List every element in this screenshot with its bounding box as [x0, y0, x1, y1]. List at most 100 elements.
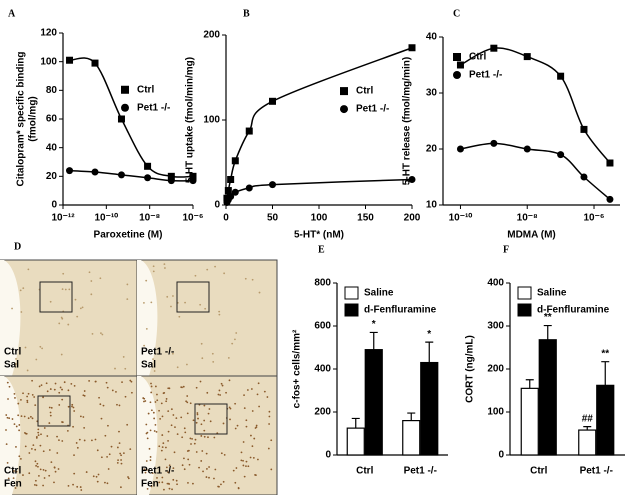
cell: [67, 485, 70, 487]
x-tick-label: 10⁻⁶: [584, 213, 605, 224]
cell: [165, 400, 168, 403]
cell: [195, 451, 198, 453]
cell: [39, 468, 42, 471]
cell: [78, 438, 81, 441]
cell: [18, 424, 21, 426]
cell: [124, 367, 127, 370]
cell: [270, 439, 273, 442]
cell: [201, 357, 204, 360]
x-tick-label: Ctrl: [530, 466, 547, 477]
cell: [268, 410, 271, 413]
cell: [225, 391, 227, 394]
cell: [105, 381, 108, 384]
cell: [14, 397, 16, 399]
cell: [170, 305, 172, 308]
cell: [162, 442, 165, 445]
legend-label: d-Fenfluramine: [364, 305, 437, 316]
cell: [183, 468, 186, 471]
cell: [150, 485, 153, 488]
cell: [126, 298, 129, 300]
cell: [50, 461, 53, 464]
cell: [219, 394, 222, 396]
cell: [234, 338, 236, 341]
cell: [35, 464, 38, 467]
caption: Fen: [141, 479, 159, 490]
cell: [42, 450, 45, 453]
cell: [205, 476, 208, 478]
cell: [231, 342, 234, 345]
caption: Pet1 -/-: [141, 466, 174, 477]
cell: [188, 463, 191, 466]
cell: [48, 406, 51, 409]
marker: [231, 157, 239, 165]
y-tick-label: 20: [426, 144, 438, 155]
cell: [88, 271, 91, 274]
cell: [91, 332, 94, 335]
caption: Sal: [4, 360, 19, 371]
cell: [35, 484, 38, 487]
cell: [48, 449, 51, 451]
caption: Ctrl: [4, 466, 21, 477]
cell: [161, 434, 164, 436]
cell: [160, 402, 163, 405]
cell: [102, 404, 105, 407]
cell: [214, 265, 216, 268]
error-bar: [369, 331, 378, 350]
legend-label: Saline: [364, 288, 394, 299]
cell: [154, 401, 157, 403]
marker: [490, 44, 498, 52]
cell: [229, 418, 231, 421]
cell: [130, 380, 133, 383]
ventricle: [0, 376, 21, 495]
cell: [43, 427, 46, 429]
cell: [250, 388, 253, 390]
cell: [143, 344, 145, 347]
x-tick-label: 10⁻¹⁰: [94, 213, 118, 224]
cell: [167, 430, 170, 433]
y-tick-label: 120: [40, 28, 57, 39]
cell: [26, 401, 29, 404]
cell: [122, 452, 125, 455]
cell: [163, 263, 166, 265]
cell: [164, 458, 167, 461]
cell: [200, 435, 203, 437]
marker: [606, 195, 614, 203]
fit-line: [460, 47, 611, 164]
caption: Fen: [4, 479, 22, 490]
cell: [192, 419, 195, 422]
cell: [61, 398, 64, 401]
cell: [20, 398, 22, 401]
cell: [67, 323, 70, 326]
y-tick-label: 30: [426, 88, 438, 99]
y-tick-label: 20: [46, 171, 58, 182]
cell: [181, 436, 184, 439]
cell: [161, 415, 164, 418]
cell: [58, 439, 60, 442]
cell: [26, 369, 29, 372]
marker: [269, 97, 276, 105]
marker: [117, 115, 125, 123]
cell: [60, 353, 63, 356]
cell: [144, 471, 147, 474]
error-bar: [543, 324, 552, 340]
cell: [212, 360, 215, 363]
marker: [144, 174, 152, 182]
cell: [217, 393, 220, 396]
cell: [73, 454, 75, 457]
cell: [70, 383, 73, 385]
cell: [158, 348, 161, 351]
cell: [15, 425, 18, 428]
legend-swatch: [517, 303, 532, 317]
cell: [256, 393, 259, 396]
cell: [222, 480, 225, 483]
cell: [100, 417, 103, 420]
cell: [196, 412, 199, 414]
cell: [71, 403, 74, 406]
cell: [83, 390, 86, 392]
cell: [91, 439, 93, 442]
cell: [227, 357, 230, 359]
cell: [20, 415, 23, 418]
cell: [75, 442, 78, 444]
cell: [165, 398, 168, 400]
